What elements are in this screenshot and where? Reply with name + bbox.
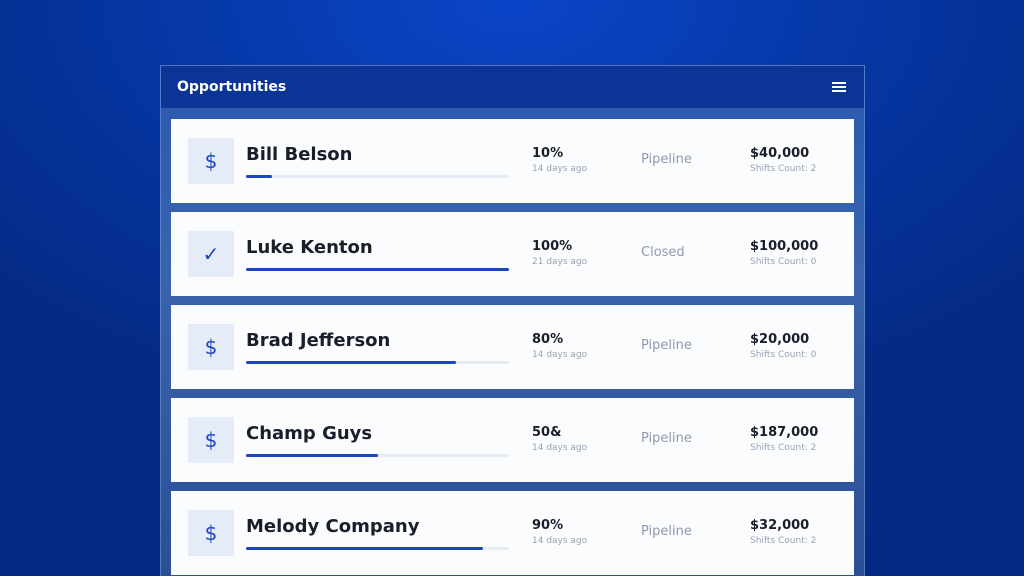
opportunity-name: Brad Jefferson: [246, 330, 391, 351]
progress-fill: [246, 175, 273, 178]
opportunity-card[interactable]: $ Melody Company 90% 14 days ago Pipelin…: [171, 491, 854, 575]
amount: $187,000: [750, 425, 819, 440]
amount: $20,000: [750, 332, 810, 347]
dollar-icon: $: [188, 417, 234, 463]
opportunity-name: Luke Kenton: [246, 237, 373, 258]
progress-bar: [246, 268, 509, 271]
time-ago: 14 days ago: [532, 350, 588, 360]
time-ago: 14 days ago: [532, 536, 588, 546]
hamburger-icon[interactable]: [832, 82, 846, 92]
opportunity-card[interactable]: ✓ Luke Kenton 100% 21 days ago Closed $1…: [171, 212, 854, 296]
amount: $32,000: [750, 518, 810, 533]
amount: $40,000: [750, 146, 810, 161]
percent-label: 90%: [532, 518, 564, 533]
opportunity-card[interactable]: $ Bill Belson 10% 14 days ago Pipeline $…: [171, 119, 854, 203]
progress-fill: [246, 268, 509, 271]
progress-bar: [246, 547, 509, 550]
status-label: Pipeline: [641, 431, 692, 446]
dollar-icon: $: [188, 324, 234, 370]
shifts-count: Shifts Count: 2: [750, 164, 817, 174]
status-label: Pipeline: [641, 152, 692, 167]
opportunity-name: Melody Company: [246, 516, 420, 537]
progress-fill: [246, 547, 483, 550]
panel-header: Opportunities: [161, 66, 864, 108]
check-icon: ✓: [188, 231, 234, 277]
opportunity-card[interactable]: $ Brad Jefferson 80% 14 days ago Pipelin…: [171, 305, 854, 389]
progress-bar: [246, 175, 509, 178]
shifts-count: Shifts Count: 2: [750, 443, 817, 453]
status-label: Pipeline: [641, 524, 692, 539]
percent-label: 100%: [532, 239, 573, 254]
progress-bar: [246, 454, 509, 457]
percent-label: 80%: [532, 332, 564, 347]
status-label: Pipeline: [641, 338, 692, 353]
progress-bar: [246, 361, 509, 364]
opportunity-name: Bill Belson: [246, 144, 353, 165]
dollar-icon: $: [188, 138, 234, 184]
opportunity-card[interactable]: $ Champ Guys 50& 14 days ago Pipeline $1…: [171, 398, 854, 482]
amount: $100,000: [750, 239, 819, 254]
percent-label: 10%: [532, 146, 564, 161]
shifts-count: Shifts Count: 0: [750, 350, 817, 360]
time-ago: 14 days ago: [532, 443, 588, 453]
shifts-count: Shifts Count: 0: [750, 257, 817, 267]
time-ago: 21 days ago: [532, 257, 588, 267]
time-ago: 14 days ago: [532, 164, 588, 174]
progress-fill: [246, 454, 378, 457]
status-label: Closed: [641, 245, 685, 260]
opportunity-name: Champ Guys: [246, 423, 373, 444]
percent-label: 50&: [532, 425, 562, 440]
dollar-icon: $: [188, 510, 234, 556]
progress-fill: [246, 361, 457, 364]
opportunities-panel: Opportunities $ Bill Belson 10% 14 days …: [160, 65, 865, 576]
panel-title: Opportunities: [177, 79, 287, 95]
shifts-count: Shifts Count: 2: [750, 536, 817, 546]
